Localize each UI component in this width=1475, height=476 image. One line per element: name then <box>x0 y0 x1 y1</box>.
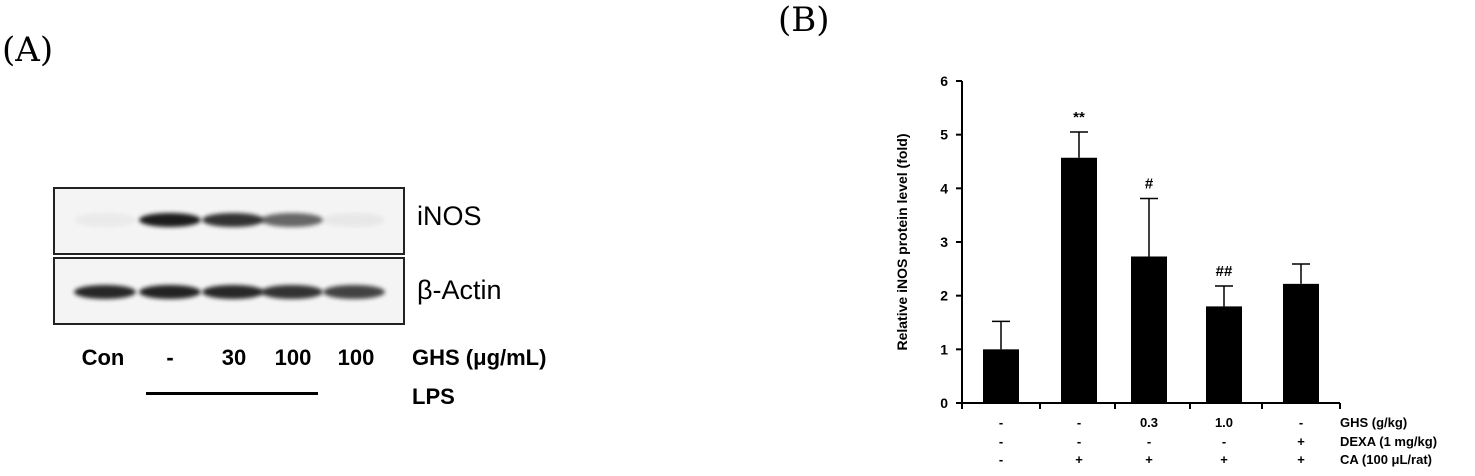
y-tick-label: 1 <box>940 341 948 357</box>
lane-label: Con <box>81 345 125 370</box>
y-tick-label: 5 <box>940 127 948 143</box>
condition-value: - <box>999 434 1003 449</box>
bar <box>1283 283 1319 403</box>
condition-row-label: GHS (g/kg) <box>1340 415 1407 430</box>
lane-label: 100 <box>274 345 312 370</box>
inos-blot-image <box>53 187 405 255</box>
blot-band <box>139 213 201 227</box>
bar <box>1061 157 1097 403</box>
panel-b-label: (B) <box>778 0 830 40</box>
significance-marker: ## <box>1216 263 1233 280</box>
lps-label: LPS <box>412 384 455 409</box>
condition-value: - <box>1299 415 1303 430</box>
blot-band <box>202 213 264 227</box>
blot-band <box>74 285 136 299</box>
y-tick-label: 0 <box>940 395 948 411</box>
condition-value: 1.0 <box>1215 415 1233 430</box>
treatment-label: GHS (μg/mL) <box>412 345 547 370</box>
significance-marker: # <box>1145 176 1154 193</box>
y-tick-label: 3 <box>940 234 948 250</box>
y-axis-label: Relative iNOS protein level (fold) <box>894 133 910 350</box>
blot-band <box>139 285 201 299</box>
y-tick-label: 6 <box>940 73 948 89</box>
lane-label: 30 <box>221 345 247 370</box>
bar <box>1206 306 1242 403</box>
condition-value: - <box>999 452 1003 467</box>
condition-value: - <box>1147 434 1151 449</box>
significance-marker: ** <box>1073 109 1085 126</box>
y-tick-label: 4 <box>940 180 948 196</box>
panel-a-label: (A) <box>2 30 54 70</box>
blot-band <box>74 213 136 227</box>
condition-value: - <box>999 415 1003 430</box>
condition-row-label: DEXA (1 mg/kg) <box>1340 434 1437 449</box>
lane-label: - <box>166 345 174 370</box>
condition-value: + <box>1075 452 1083 467</box>
blot-band <box>261 285 323 299</box>
condition-value: - <box>1222 434 1226 449</box>
condition-value: + <box>1220 452 1228 467</box>
y-tick-label: 2 <box>940 288 948 304</box>
condition-value: - <box>1077 415 1081 430</box>
bar <box>983 349 1019 403</box>
blot-band <box>323 285 385 299</box>
condition-row-label: CA (100 μL/rat) <box>1340 452 1432 467</box>
condition-value: + <box>1297 452 1305 467</box>
actin-blot-label: β-Actin <box>417 275 502 305</box>
bar <box>1131 256 1167 403</box>
condition-value: 0.3 <box>1140 415 1158 430</box>
inos-blot-label: iNOS <box>417 201 482 231</box>
blot-band <box>202 285 264 299</box>
blot-band <box>261 213 323 227</box>
condition-value: + <box>1297 434 1305 449</box>
lps-treatment-bar <box>146 392 318 395</box>
condition-value: + <box>1145 452 1153 467</box>
blot-band <box>323 213 385 227</box>
lane-label: 100 <box>337 345 375 370</box>
condition-value: - <box>1077 434 1081 449</box>
actin-blot-image <box>53 257 405 325</box>
